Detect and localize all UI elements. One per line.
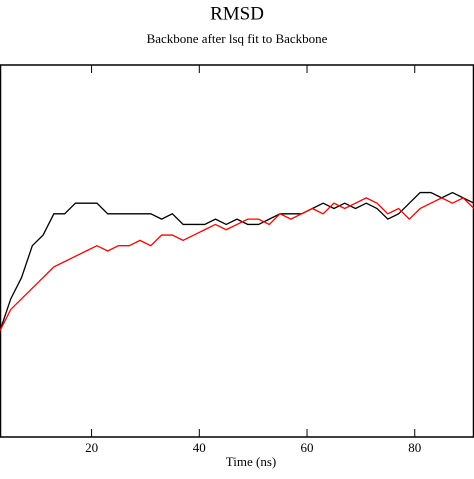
x-axis-label: Time (ns) (226, 454, 276, 469)
x-tick-label: 80 (408, 440, 421, 455)
plot-frame (0, 64, 474, 438)
x-tick-label: 40 (193, 440, 206, 455)
x-tick-label: 60 (301, 440, 314, 455)
x-tick-label: 20 (85, 440, 98, 455)
series-line (0, 197, 474, 332)
chart-title: RMSD (210, 3, 264, 24)
chart-subtitle: Backbone after lsq fit to Backbone (147, 31, 328, 46)
series-line (0, 191, 474, 331)
